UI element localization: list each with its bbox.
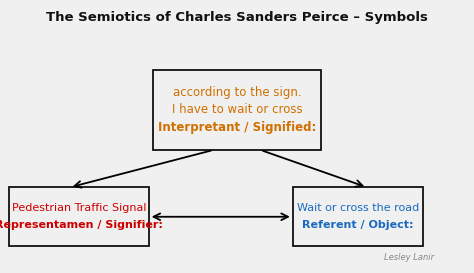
Text: Interpretant / Signified:: Interpretant / Signified:: [158, 121, 316, 134]
Text: according to the sign.: according to the sign.: [173, 86, 301, 99]
FancyBboxPatch shape: [154, 70, 320, 150]
Text: Pedestrian Traffic Signal: Pedestrian Traffic Signal: [12, 203, 146, 213]
FancyBboxPatch shape: [9, 187, 149, 246]
Text: Wait or cross the road: Wait or cross the road: [297, 203, 419, 213]
Text: I have to wait or cross: I have to wait or cross: [172, 103, 302, 116]
FancyBboxPatch shape: [293, 187, 423, 246]
Text: The Semiotics of Charles Sanders Peirce – Symbols: The Semiotics of Charles Sanders Peirce …: [46, 11, 428, 24]
Text: Representamen / Signifier:: Representamen / Signifier:: [0, 221, 163, 230]
Text: Lesley Lanir: Lesley Lanir: [384, 253, 434, 262]
Text: Referent / Object:: Referent / Object:: [302, 221, 413, 230]
